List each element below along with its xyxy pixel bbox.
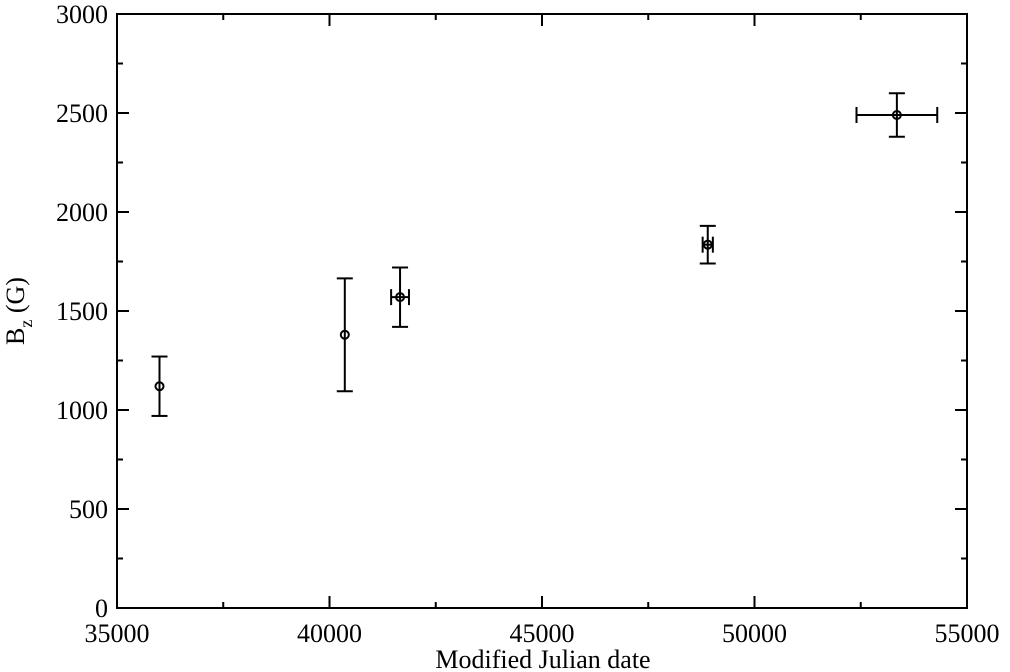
y-tick-label: 500 xyxy=(69,495,108,524)
point xyxy=(702,239,713,250)
x-error-bar xyxy=(855,106,939,123)
x-tick-label: 50000 xyxy=(722,619,787,648)
x-tick-label: 35000 xyxy=(85,619,150,648)
point xyxy=(154,381,165,392)
plot-frame xyxy=(116,13,968,609)
y-tick-label: 1500 xyxy=(56,297,108,326)
x-tick-label: 45000 xyxy=(510,619,575,648)
x-tick-label: 55000 xyxy=(935,619,1000,648)
y-tick-label: 1000 xyxy=(56,396,108,425)
y-tick-label: 2000 xyxy=(56,198,108,227)
y-error-bar xyxy=(336,277,353,393)
y-error-bar xyxy=(151,355,168,417)
point xyxy=(339,329,350,340)
y-tick-label: 3000 xyxy=(56,0,108,29)
y-axis-label: Bz (G) xyxy=(1,277,36,345)
y-tick-label: 2500 xyxy=(56,99,108,128)
y-axis-label-sub: z xyxy=(16,320,36,328)
y-axis-label-unit: (G) xyxy=(1,277,30,320)
point xyxy=(395,292,406,303)
y-tick-label: 0 xyxy=(95,594,108,623)
x-error-bar xyxy=(390,289,410,306)
x-tick-label: 40000 xyxy=(297,619,362,648)
x-axis-label: Modified Julian date xyxy=(435,645,650,672)
y-axis-label-base: B xyxy=(1,328,30,345)
point xyxy=(891,109,902,120)
